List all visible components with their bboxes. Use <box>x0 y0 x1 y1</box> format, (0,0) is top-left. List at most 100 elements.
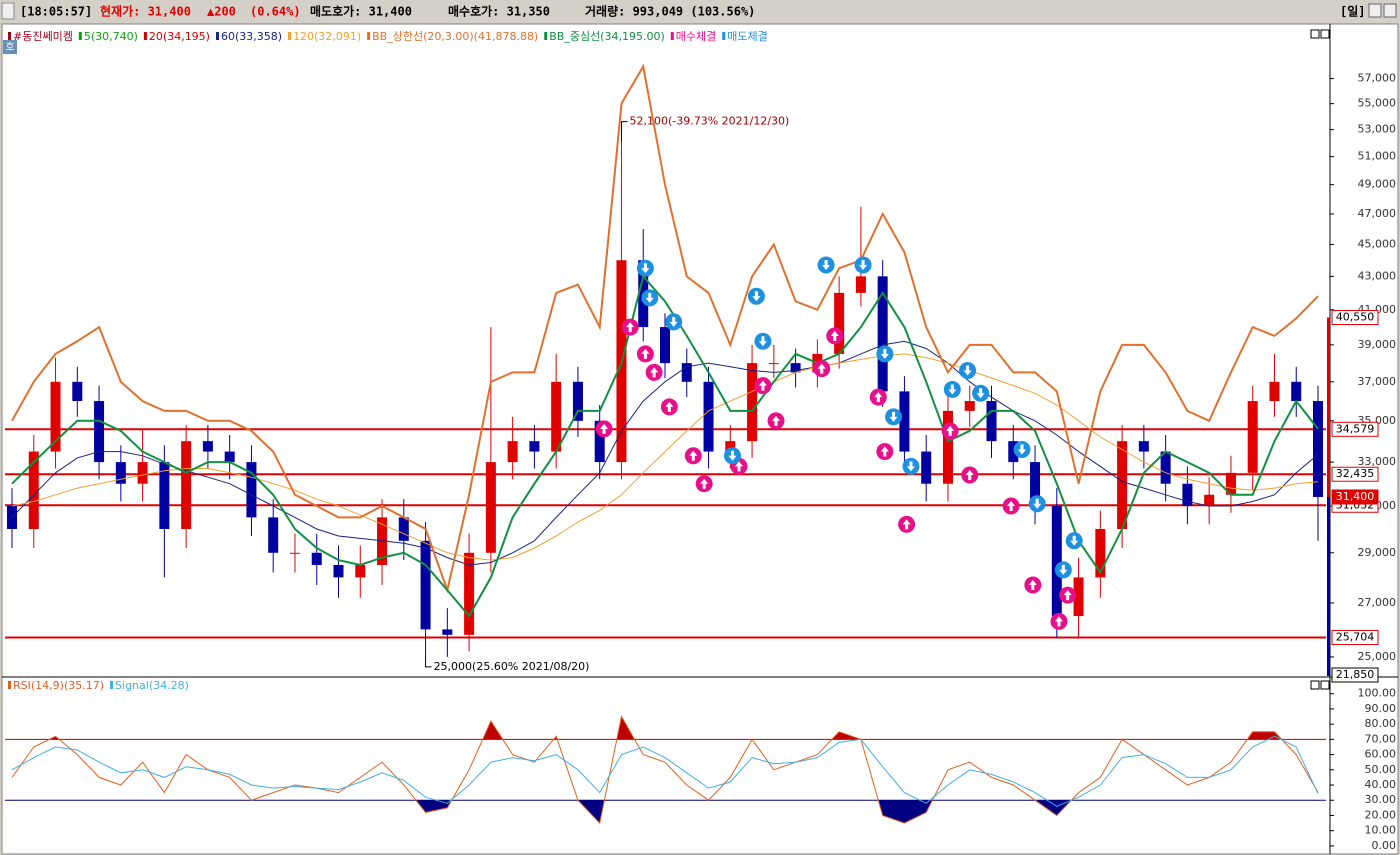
signal-arrow <box>626 322 635 333</box>
candle-body <box>986 401 997 442</box>
legend-label: 매수체결 <box>676 30 716 43</box>
signal-marker <box>723 447 741 465</box>
candle-body <box>268 517 279 553</box>
signal-arrow <box>665 401 674 412</box>
signal-marker <box>941 422 959 440</box>
candle-body <box>790 363 801 373</box>
bid: 매수호가: 31,350 <box>448 4 550 19</box>
y-tick-label: 55,000 <box>1358 97 1397 110</box>
indicator-line <box>11 340 1319 566</box>
signal-marker <box>898 515 916 533</box>
signal-arrow <box>880 446 889 457</box>
annotation: 25,000(25.60% 2021/08/20) <box>434 660 590 673</box>
y-tick-label: 80.00 <box>1365 717 1397 730</box>
signal-marker <box>641 289 659 307</box>
y-tick-label: 45,000 <box>1358 237 1397 250</box>
candle-body <box>507 441 518 463</box>
y-tick-label: 29,000 <box>1358 546 1397 559</box>
signal-marker <box>1028 495 1046 513</box>
candle-body <box>72 381 83 402</box>
legend-label: 60(33,358) <box>221 30 282 43</box>
level-label: 25,704 <box>1336 630 1375 643</box>
signal-marker <box>645 363 663 381</box>
signal-marker <box>754 377 772 395</box>
signal-arrow <box>645 292 654 303</box>
y-tick-label: 40.00 <box>1365 778 1397 791</box>
signal-marker <box>1054 561 1072 579</box>
candle-body <box>921 451 932 484</box>
price-plot <box>5 63 1326 657</box>
candle-body <box>1030 462 1041 506</box>
rsi-zone-fill <box>12 800 1318 824</box>
signal-arrow <box>1007 500 1016 511</box>
range-box <box>1331 667 1379 683</box>
range-label: 31,400 <box>1336 490 1375 503</box>
header: [18:05:57] 현재가: 31,400 ▲200 (0.64%) 매도호가… <box>1 2 1397 20</box>
signal-marker <box>1024 576 1042 594</box>
signal-arrow <box>1054 616 1063 627</box>
candle-body <box>159 462 170 529</box>
candle-body <box>94 401 105 463</box>
signal-arrow <box>889 411 898 422</box>
volume: 거래량: 993,049 (103.56%) <box>585 4 755 19</box>
signal-arrow <box>1063 590 1072 601</box>
signal-marker <box>636 345 654 363</box>
signal-arrow <box>728 450 737 461</box>
y-tick-label: 27,000 <box>1358 596 1397 609</box>
period-button[interactable]: [일] <box>1340 5 1366 19</box>
chart-bg <box>1 23 1399 855</box>
candle-body <box>1095 528 1106 578</box>
range-down <box>1327 496 1330 676</box>
indicator-line <box>11 274 1319 618</box>
candle-body <box>1051 505 1062 617</box>
candle-body <box>1117 441 1128 529</box>
level-label: 32,435 <box>1336 467 1375 480</box>
signal-marker <box>1002 497 1020 515</box>
side-button-label: 호 <box>5 41 14 53</box>
level-box <box>1331 421 1379 437</box>
candle-body <box>942 410 953 484</box>
restore-button[interactable] <box>1368 3 1382 18</box>
candle-body <box>681 363 692 382</box>
candle-body <box>529 441 540 452</box>
signal-arrow <box>880 348 889 359</box>
candle-body <box>311 552 322 565</box>
candle-body <box>1073 577 1084 617</box>
candle-body <box>572 381 583 421</box>
y-tick-label: 90.00 <box>1365 702 1397 715</box>
signal-marker <box>1013 440 1031 458</box>
legend-label: RSI(14,9)(35.17) <box>13 679 104 692</box>
candle-body <box>1204 494 1215 506</box>
candle-body <box>1291 381 1302 402</box>
menu-icon[interactable] <box>1 2 15 20</box>
range-label: 21,850 <box>1336 668 1375 681</box>
candle-body <box>703 381 714 452</box>
annotation: 52,100(-39.73% 2021/12/30) <box>629 115 789 128</box>
signal-arrow <box>641 263 650 274</box>
candle-body <box>420 540 431 630</box>
range-up <box>1327 317 1330 497</box>
signal-marker <box>1065 532 1083 550</box>
time: [18:05:57] <box>20 5 92 19</box>
range-box <box>1331 310 1379 326</box>
annotation-leader <box>620 121 628 142</box>
candle-body <box>1269 381 1280 402</box>
y-tick-label: 49,000 <box>1358 178 1397 191</box>
change-pct: (0.64%) <box>250 5 301 19</box>
legend-label: #동진쎄미켐 <box>13 30 73 43</box>
candle-body <box>1160 451 1171 484</box>
legend-label: 120(32,091) <box>293 30 361 43</box>
signal-marker <box>961 466 979 484</box>
y-tick-label: 51,000 <box>1358 150 1397 163</box>
signal-arrow <box>689 450 698 461</box>
side-button[interactable] <box>3 40 17 54</box>
y-tick-label: 100.00 <box>1358 687 1397 700</box>
candle-body <box>1313 401 1323 497</box>
candle-body <box>50 381 61 452</box>
y-tick-label: 53,000 <box>1358 123 1397 136</box>
y-tick-label: 37,000 <box>1358 375 1397 388</box>
close-button[interactable] <box>1383 3 1397 18</box>
candle-body <box>551 381 562 452</box>
y-tick-label: 50.00 <box>1365 763 1397 776</box>
